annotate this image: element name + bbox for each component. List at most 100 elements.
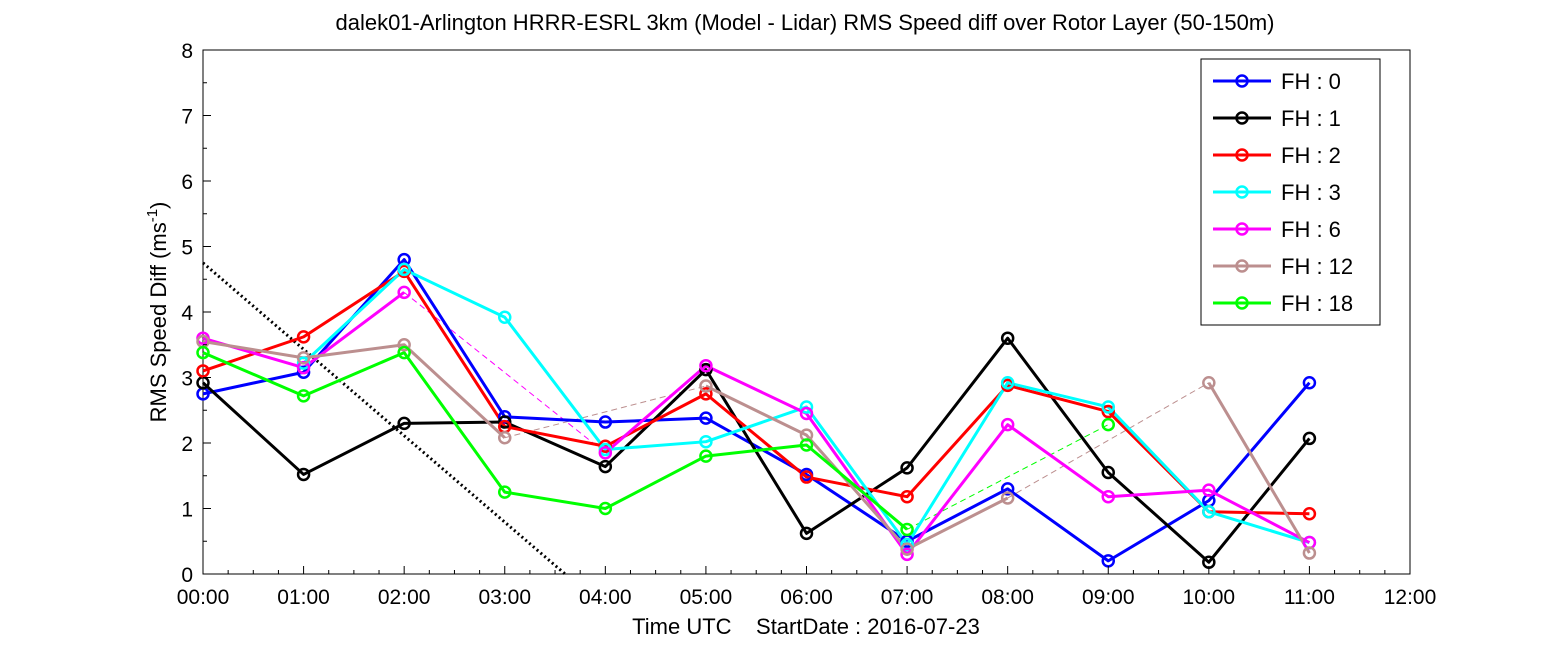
x-tick-label: 12:00 — [1384, 586, 1437, 609]
data-point — [1101, 489, 1115, 504]
data-point — [296, 365, 311, 380]
legend-label: FH : 2 — [1281, 143, 1341, 168]
x-tick-label: 06:00 — [780, 586, 833, 609]
data-point — [498, 310, 512, 324]
y-tick-label: 6 — [181, 171, 193, 194]
data-point — [296, 467, 311, 482]
gap-connector — [403, 291, 606, 454]
y-axis-label: RMS Speed Diff (ms-1) — [144, 202, 171, 423]
data-point — [1000, 417, 1015, 432]
data-point — [397, 285, 411, 300]
data-point — [498, 431, 512, 445]
data-point — [296, 330, 311, 344]
data-point — [699, 358, 713, 373]
y-tick-label: 1 — [181, 499, 193, 522]
data-point — [598, 501, 613, 516]
x-tick-label: 01:00 — [277, 586, 330, 609]
series-line — [604, 364, 1311, 556]
data-point — [699, 379, 713, 393]
data-point — [699, 411, 713, 425]
y-tick-label: 4 — [181, 302, 193, 325]
data-point — [498, 485, 512, 499]
data-point — [296, 389, 311, 403]
x-tick-label: 02:00 — [378, 586, 431, 609]
data-point — [1101, 400, 1115, 414]
series-markers — [196, 252, 1317, 569]
data-point — [397, 416, 411, 431]
series-line — [202, 269, 1310, 516]
x-axis-label: Time UTC StartDate : 2016-07-23 — [632, 614, 980, 639]
data-point — [799, 526, 814, 541]
series-line — [1207, 381, 1311, 554]
data-point — [296, 356, 311, 370]
y-tick-label: 2 — [181, 433, 193, 456]
data-point — [799, 438, 814, 452]
data-point — [1202, 505, 1216, 519]
data-point — [397, 345, 411, 360]
data-point — [498, 415, 512, 429]
y-axis-label-sup: -1 — [144, 209, 161, 222]
legend-swatch-marker — [1235, 222, 1249, 236]
data-point — [699, 449, 713, 463]
x-tick-label: 04:00 — [579, 586, 632, 609]
y-tick-label: 5 — [181, 237, 193, 260]
legend-swatch-marker — [1235, 74, 1249, 88]
data-point — [1302, 375, 1317, 390]
data-point — [900, 547, 914, 562]
data-point — [296, 351, 311, 365]
data-point — [1000, 482, 1015, 496]
legend-swatch-marker — [1235, 259, 1249, 273]
y-tick-label: 0 — [181, 564, 193, 587]
data-point — [1202, 375, 1216, 390]
data-point — [397, 338, 411, 352]
series-line — [202, 339, 506, 439]
data-point — [196, 364, 210, 378]
legend-label: FH : 18 — [1281, 291, 1353, 316]
data-point — [1101, 465, 1115, 480]
data-point — [900, 542, 914, 556]
y-tick-label: 3 — [181, 368, 193, 391]
x-tick-label: 11:00 — [1284, 586, 1335, 609]
legend-label: FH : 1 — [1281, 106, 1341, 131]
y-axis-label-close: ) — [146, 202, 171, 209]
data-point — [799, 470, 814, 484]
x-tick-label: 03:00 — [478, 586, 531, 609]
data-point — [699, 387, 713, 401]
x-tick-label: 07:00 — [881, 586, 934, 609]
data-point — [1302, 506, 1317, 521]
legend-label: FH : 12 — [1281, 254, 1353, 279]
gap-connector — [1007, 382, 1210, 499]
y-tick-label: 7 — [181, 106, 193, 129]
x-tick-label: 09:00 — [1082, 586, 1135, 609]
data-point — [397, 262, 411, 277]
data-point — [598, 415, 613, 429]
y-tick-label: 8 — [181, 40, 193, 63]
data-point — [1101, 404, 1115, 419]
data-point — [799, 400, 814, 414]
legend-swatch-marker — [1235, 185, 1249, 199]
series-line — [705, 384, 1009, 551]
legend-swatch-marker — [1235, 111, 1249, 125]
data-point — [1202, 483, 1216, 497]
data-point — [699, 434, 713, 449]
x-axis: 00:00 01:00 02:00 03:00 04:00 05:00 06:00 07:00… — [177, 566, 1437, 609]
data-point — [1302, 546, 1317, 560]
data-point — [900, 522, 914, 537]
data-point — [900, 489, 914, 504]
data-point — [799, 406, 814, 421]
data-point — [900, 461, 914, 475]
legend: FH : 0 FH : 1 FH : 2 FH : 3 FH : 6 FH : 12 FH … — [1200, 58, 1381, 326]
data-point — [1000, 491, 1015, 505]
y-axis: 0 1 2 3 4 5 6 7 8 — [181, 40, 211, 587]
data-point — [196, 345, 210, 360]
legend-label: FH : 0 — [1281, 69, 1341, 94]
legend-swatch-marker — [1235, 296, 1249, 310]
x-tick-label: 08:00 — [981, 586, 1034, 609]
data-point — [598, 459, 613, 474]
data-point — [1000, 331, 1015, 345]
y-axis-label-main: RMS Speed Diff (ms — [146, 222, 171, 422]
x-tick-label: 05:00 — [680, 586, 733, 609]
x-tick-label: 00:00 — [177, 586, 230, 609]
legend-label: FH : 6 — [1281, 217, 1341, 242]
